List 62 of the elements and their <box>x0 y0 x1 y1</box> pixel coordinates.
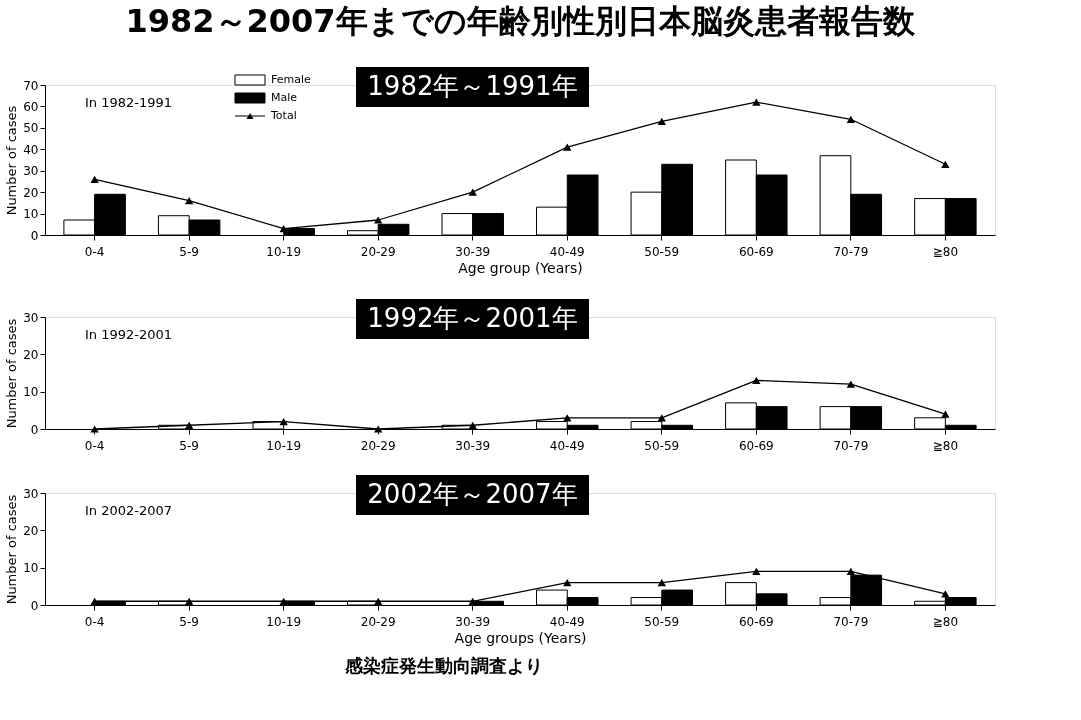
x-tick-label: 10-19 <box>266 614 302 629</box>
x-tick-label: 20-29 <box>360 244 396 259</box>
x-tick-label: 50-59 <box>644 244 680 259</box>
y-tick-label: 10 <box>23 385 39 400</box>
x-tick-label: 0-4 <box>84 614 105 629</box>
x-tick-label: 50-59 <box>644 438 680 453</box>
x-tick-label: 70-79 <box>833 438 869 453</box>
y-tick-label: 50 <box>23 121 39 136</box>
legend-label: Female <box>271 73 312 86</box>
x-tick-label: 0-4 <box>84 438 105 453</box>
annotation: In 1992-2001 <box>85 327 173 342</box>
y-tick-label: 30 <box>23 164 39 179</box>
x-tick-label: 5-9 <box>179 244 199 259</box>
x-tick-label: 60-69 <box>738 244 774 259</box>
x-tick-label: 60-69 <box>738 438 774 453</box>
annotation: In 1982-1991 <box>85 95 173 110</box>
x-tick-label: 20-29 <box>360 438 396 453</box>
annotation: In 2002-2007 <box>85 503 173 518</box>
x-tick-label: 40-49 <box>549 438 585 453</box>
x-tick-label: 60-69 <box>738 614 774 629</box>
y-tick-label: 0 <box>30 422 39 437</box>
x-tick-label: 40-49 <box>549 614 585 629</box>
x-tick-label: 30-39 <box>455 244 491 259</box>
y-tick-label: 30 <box>23 310 39 325</box>
x-tick-label: 10-19 <box>266 438 302 453</box>
x-tick-label: 70-79 <box>833 244 869 259</box>
y-tick-label: 20 <box>23 347 39 362</box>
x-tick-label: ≧80 <box>932 438 959 453</box>
y-axis-title: Number of cases <box>4 105 20 216</box>
legend-label: Total <box>270 109 297 122</box>
chart-subtitle: 1982年～1991年 <box>367 71 578 101</box>
y-tick-label: 0 <box>30 228 39 243</box>
y-tick-label: 40 <box>23 142 39 157</box>
x-axis-title: Age group (Years) <box>458 259 583 276</box>
x-tick-label: 20-29 <box>360 614 396 629</box>
y-tick-label: 20 <box>23 185 39 200</box>
x-tick-label: 10-19 <box>266 244 302 259</box>
x-tick-label: ≧80 <box>932 614 959 629</box>
chart-subtitle: 1992年～2001年 <box>367 303 578 333</box>
y-tick-label: 0 <box>30 598 39 613</box>
chart-title: 1982～2007年までの年齢別性別日本脳炎患者報告数 <box>125 2 916 40</box>
x-tick-label: 70-79 <box>833 614 869 629</box>
x-axis-title: Age groups (Years) <box>454 629 587 646</box>
x-tick-label: 30-39 <box>455 438 491 453</box>
y-tick-label: 20 <box>23 523 39 538</box>
legend-label: Male <box>271 91 298 104</box>
y-axis-title: Number of cases <box>4 494 20 605</box>
chart-subtitle: 2002年～2007年 <box>367 479 578 509</box>
y-tick-label: 70 <box>23 78 39 93</box>
y-tick-label: 60 <box>23 99 39 114</box>
x-tick-label: 0-4 <box>84 244 105 259</box>
y-tick-label: 10 <box>23 207 39 222</box>
text: 感染症発生動向調査より <box>344 655 543 676</box>
x-tick-label: 50-59 <box>644 614 680 629</box>
x-tick-label: 5-9 <box>179 614 199 629</box>
y-tick-label: 30 <box>23 486 39 501</box>
x-tick-label: 40-49 <box>549 244 585 259</box>
x-tick-label: ≧80 <box>932 244 959 259</box>
y-axis-title: Number of cases <box>4 318 20 429</box>
x-tick-label: 5-9 <box>179 438 199 453</box>
y-tick-label: 10 <box>23 561 39 576</box>
x-tick-label: 30-39 <box>455 614 491 629</box>
